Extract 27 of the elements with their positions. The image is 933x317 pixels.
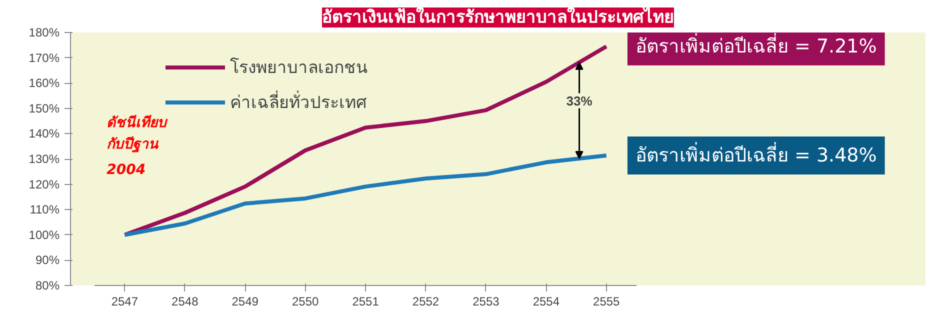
- y-tick-label: 110%: [30, 202, 60, 217]
- x-tick-label: 2555: [593, 294, 620, 308]
- y-tick-label: 140%: [28, 126, 60, 141]
- x-tick-label: 2548: [172, 294, 199, 308]
- x-tick-label: 2553: [472, 294, 500, 308]
- annotation: ดัชนีเทียบ กับปีฐาน 2004: [106, 114, 169, 178]
- x-tick-label: 2551: [352, 294, 380, 308]
- x-tick-label: 2552: [412, 294, 440, 308]
- x-tick-label: 2549: [232, 294, 259, 308]
- annotation: อัตราเพิ่มต่อปีเฉลี่ย = 3.48%: [635, 141, 877, 166]
- x-tick-label: 2547: [111, 294, 138, 308]
- chart-title: อัตราเงินเฟ้อในการรักษาพยาบาลในประเทศไทย: [322, 6, 674, 28]
- y-tick-label: 150%: [28, 101, 60, 116]
- y-tick-label: 100%: [28, 228, 60, 242]
- y-tick-label: 80%: [35, 278, 60, 292]
- annotation: อัตราเพิ่มต่อปีเฉลี่ย = 7.21%: [635, 32, 877, 58]
- y-tick-label: 90%: [35, 253, 60, 268]
- y-tick-label: 180%: [28, 26, 60, 40]
- legend-label: ค่าเฉลี่ยทั่วประเทศ: [230, 90, 367, 115]
- x-tick-label: 2550: [292, 294, 319, 308]
- x-tick-label: 2554: [532, 294, 560, 308]
- y-tick-label: 160%: [28, 76, 60, 90]
- y-tick-label: 170%: [28, 50, 60, 65]
- annotation: 33%: [566, 93, 593, 108]
- legend-label: โรงพยาบาลเอกชน: [230, 56, 368, 80]
- y-tick-label: 120%: [28, 177, 60, 192]
- y-tick-label: 130%: [28, 152, 60, 166]
